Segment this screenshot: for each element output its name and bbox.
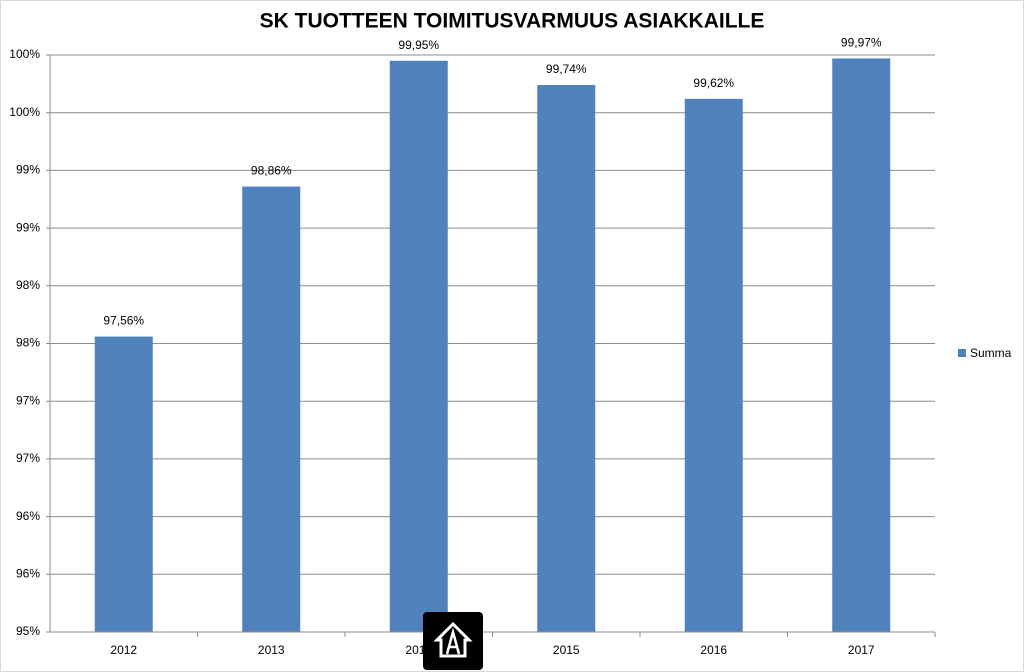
data-label: 98,86%	[251, 164, 292, 178]
y-tick-label: 100%	[9, 47, 40, 61]
y-tick-label: 97%	[16, 393, 40, 407]
y-tick-label: 95%	[16, 624, 40, 638]
y-tick-label: 100%	[9, 105, 40, 119]
chart-title: SK TUOTTEEN TOIMITUSVARMUUS ASIAKKAILLE	[260, 10, 765, 33]
data-label: 99,62%	[693, 76, 734, 90]
overlay-icon-letter	[445, 627, 461, 655]
overlay-icon	[423, 612, 483, 670]
bar	[537, 85, 596, 632]
legend-swatch	[958, 349, 966, 357]
y-tick-label: 99%	[16, 220, 40, 234]
x-tick-label: 2016	[700, 643, 727, 657]
x-tick-label: 2017	[848, 643, 875, 657]
data-label: 97,56%	[103, 314, 144, 328]
data-label: 99,74%	[546, 62, 587, 76]
data-label: 99,97%	[841, 36, 882, 50]
y-tick-label: 98%	[16, 336, 40, 350]
y-tick-label: 96%	[16, 509, 40, 523]
bar	[832, 58, 891, 633]
legend-label: Summa	[970, 346, 1012, 360]
bar	[684, 98, 743, 633]
x-tick-label: 2012	[110, 643, 137, 657]
bar	[242, 186, 301, 632]
x-tick-label: 2013	[258, 643, 285, 657]
data-label: 99,95%	[398, 38, 439, 52]
bar	[94, 336, 153, 632]
y-tick-label: 99%	[16, 163, 40, 177]
y-tick-label: 98%	[16, 278, 40, 292]
overlay-icon-glyph	[433, 621, 473, 658]
x-tick-label: 2015	[553, 643, 580, 657]
bar	[389, 60, 448, 632]
y-tick-label: 97%	[16, 451, 40, 465]
y-tick-label: 96%	[16, 566, 40, 580]
